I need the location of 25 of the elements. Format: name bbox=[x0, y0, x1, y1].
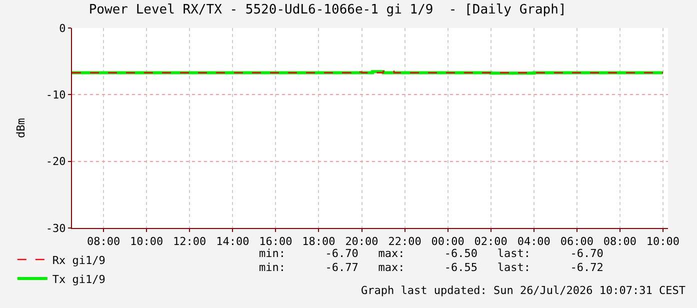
y-tick-label: -20 bbox=[46, 155, 66, 168]
x-tick-label: 18:00 bbox=[302, 235, 336, 248]
x-tick-label: 00:00 bbox=[431, 235, 464, 248]
x-tick-label: 16:00 bbox=[259, 235, 292, 248]
text: min: -6.77 max: -6.55 last: -6.72 bbox=[259, 261, 604, 274]
x-tick-label: 10:00 bbox=[130, 235, 164, 248]
text: min: -6.70 max: -6.50 last: -6.70 bbox=[259, 247, 604, 260]
y-tick-label: 0 bbox=[59, 22, 66, 35]
y-tick-label: -10 bbox=[46, 88, 66, 102]
text: Graph last updated: Sun 26/Jul/2026 10:07:31 CEST bbox=[361, 284, 686, 297]
legend-label: Rx gi1/9 bbox=[52, 254, 106, 267]
x-tick-label: 12:00 bbox=[173, 235, 206, 248]
x-tick-label: 06:00 bbox=[560, 235, 594, 248]
x-tick-label: 20:00 bbox=[345, 235, 378, 248]
x-tick-label: 22:00 bbox=[388, 235, 422, 248]
x-tick-label: 02:00 bbox=[474, 235, 508, 248]
x-tick-label: 08:00 bbox=[603, 235, 637, 248]
x-tick-label: 04:00 bbox=[517, 235, 550, 248]
y-axis-title: dBm bbox=[14, 118, 28, 138]
chart-title: Power Level RX/TX - 5520-UdL6-1066e-1 gi 1/9 - [Daily Graph] bbox=[88, 2, 566, 18]
x-tick-label: 14:00 bbox=[216, 235, 250, 248]
legend-label: Tx gi1/9 bbox=[52, 272, 106, 286]
x-tick-label: 08:00 bbox=[86, 235, 120, 248]
y-tick-label: -30 bbox=[46, 222, 66, 235]
x-tick-label: 10:00 bbox=[646, 235, 680, 248]
